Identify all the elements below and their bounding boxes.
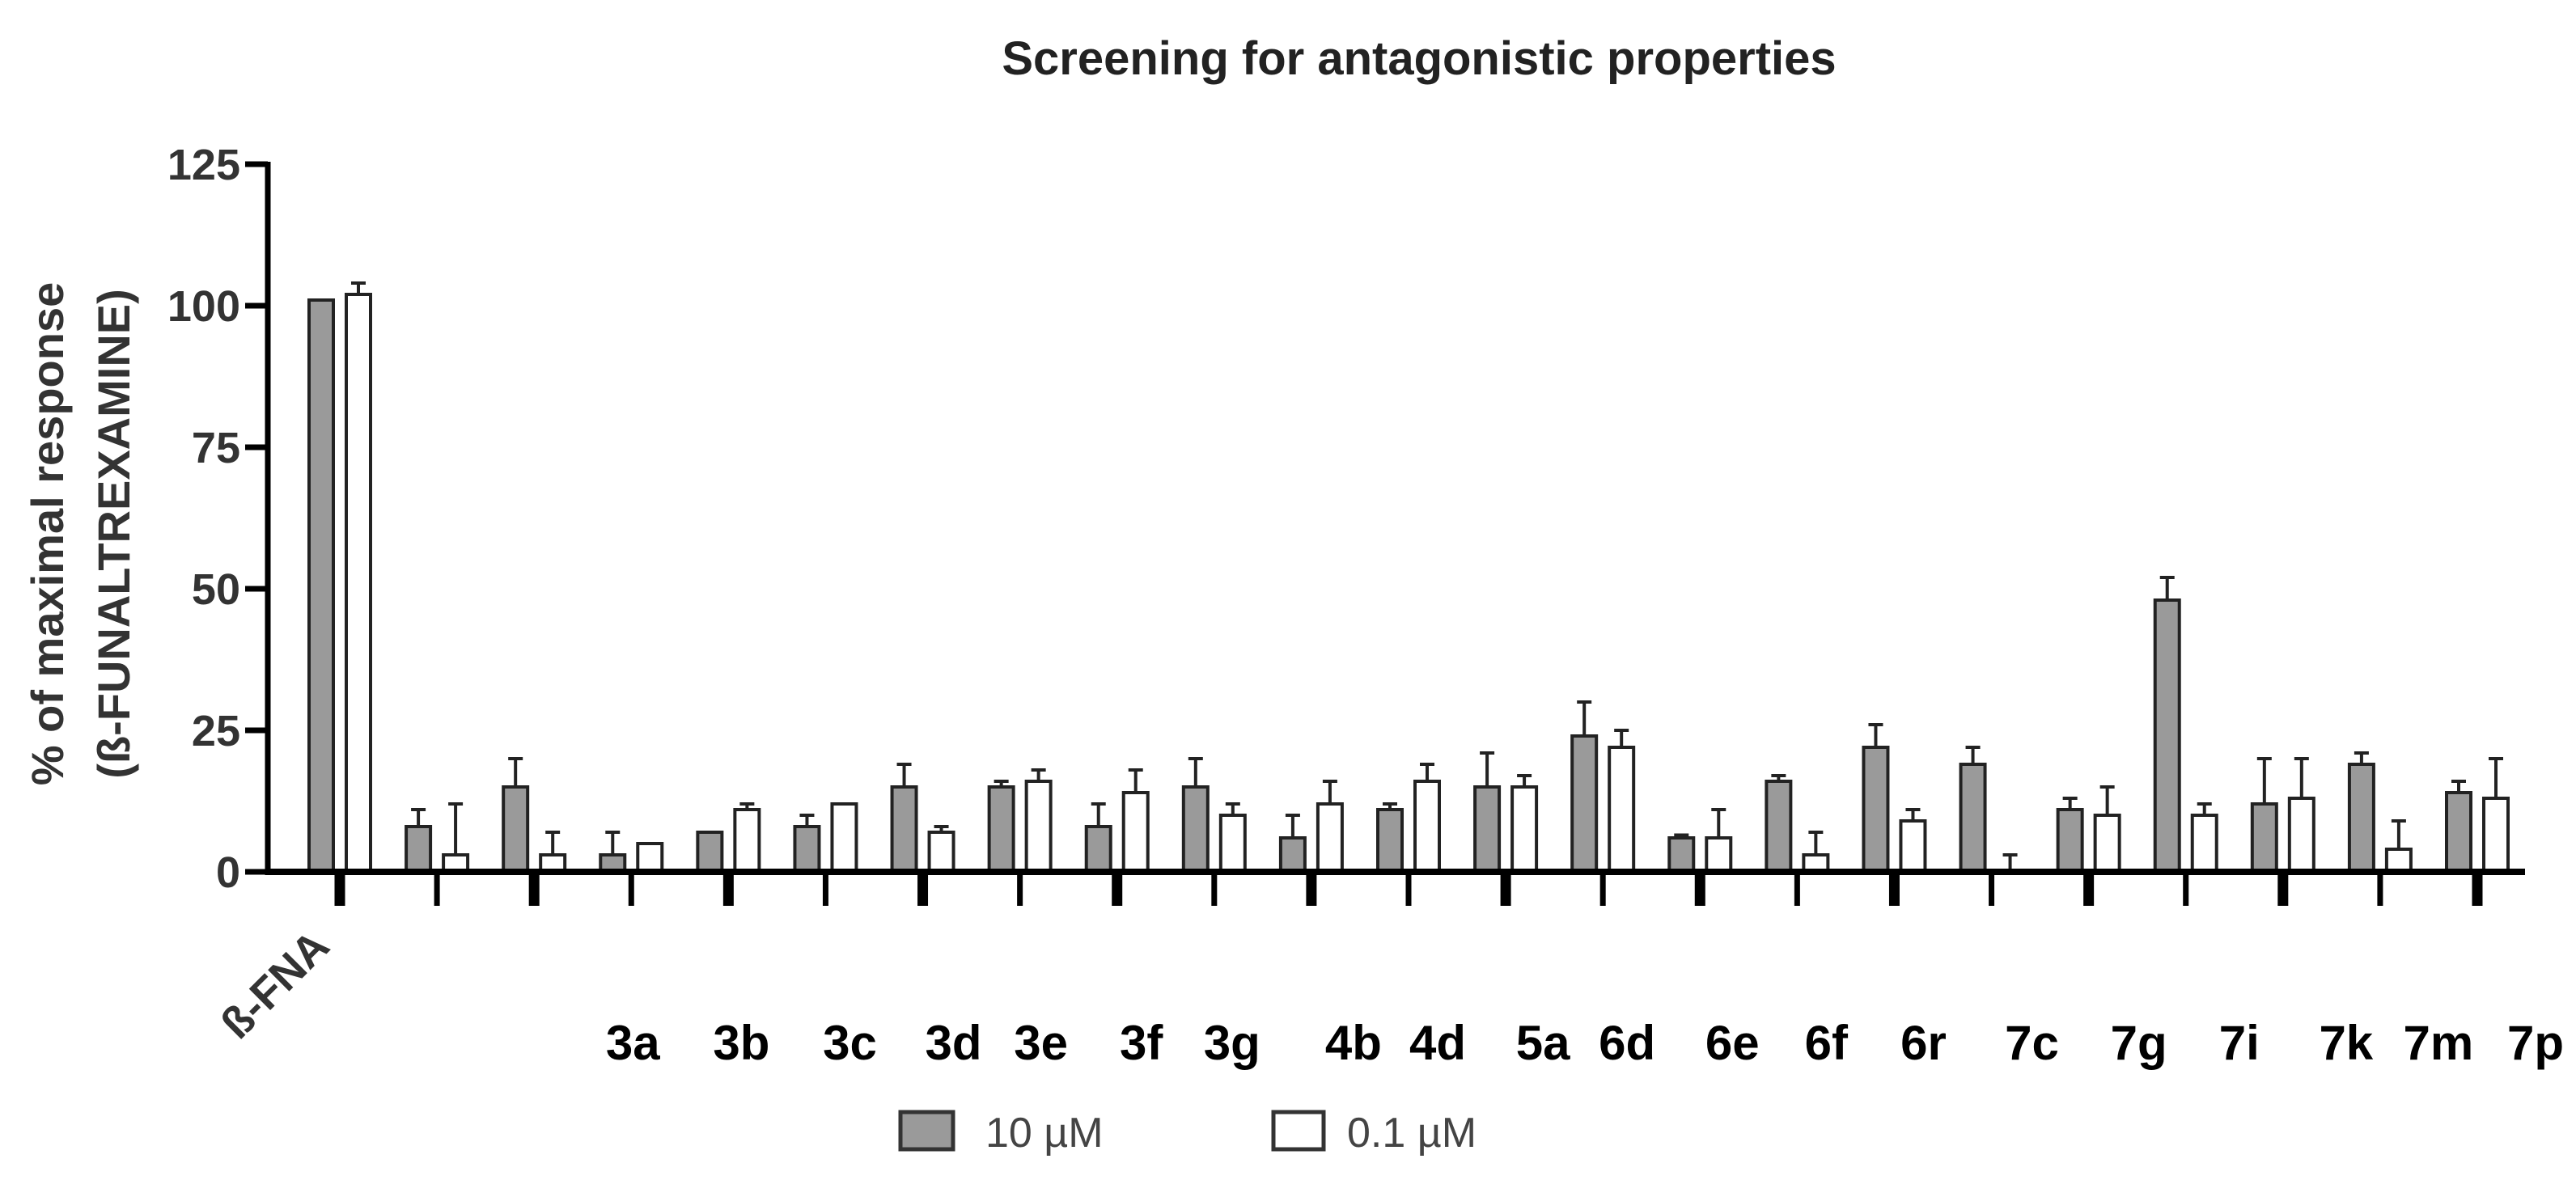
chart-title: Screening for antagonistic properties — [1002, 32, 1836, 85]
category-label: 3c — [823, 1016, 877, 1070]
bar-0.1uM — [927, 831, 955, 873]
legend: 10 µM 0.1 µM — [898, 1110, 1477, 1157]
category-label: 3g — [1204, 1016, 1260, 1070]
category-label: 6d — [1599, 1016, 1655, 1070]
category-label: ß-FNA — [212, 921, 339, 1048]
bar-10uM — [1570, 734, 1599, 873]
x-axis — [265, 869, 2525, 906]
y-tick-label: 50 — [192, 565, 240, 614]
bar-0.1uM — [345, 293, 372, 873]
y-tick-label: 100 — [167, 282, 240, 331]
bar-0.1uM — [1316, 802, 1344, 873]
category-label: 3d — [926, 1016, 982, 1070]
bar-0.1uM — [733, 808, 761, 873]
category-label: 7k — [2319, 1016, 2373, 1070]
bar-10uM — [2153, 598, 2181, 873]
bar-0.1uM — [2482, 797, 2510, 873]
bar-10uM — [987, 785, 1015, 873]
y-axis-label-line2: (ß-FUNALTREXAMINE) — [88, 289, 139, 779]
bar-10uM — [890, 785, 918, 873]
category-label: 3f — [1120, 1016, 1163, 1070]
bar-10uM — [696, 831, 724, 873]
category-label: 5a — [1516, 1016, 1570, 1070]
y-tick-label: 25 — [192, 707, 240, 755]
category-label: 7g — [2111, 1016, 2167, 1070]
bar-10uM — [1667, 836, 1696, 873]
bar-0.1uM — [830, 802, 858, 873]
bar-10uM — [2347, 763, 2375, 873]
legend-swatch-10uM — [898, 1110, 955, 1152]
bar-10uM — [1376, 808, 1404, 873]
legend-label-10uM: 10 µM — [985, 1110, 1104, 1157]
y-tick-label: 75 — [192, 424, 240, 472]
category-label: 3a — [606, 1016, 660, 1070]
bar-0.1uM — [1705, 836, 1733, 873]
category-label: 3b — [713, 1016, 769, 1070]
category-label: 6f — [1805, 1016, 1849, 1070]
category-label: 7p — [2507, 1016, 2564, 1070]
bar-10uM — [1765, 780, 1793, 873]
y-tick-label: 125 — [167, 141, 240, 189]
bar-10uM — [1181, 785, 1210, 873]
bar-10uM — [1959, 763, 1987, 873]
bar-0.1uM — [2093, 814, 2121, 873]
category-label: 6r — [1900, 1016, 1947, 1070]
category-labels: ß-FNA 3a 3b 3c 3d 3e 3f 3g 4b 4d 5a 6d 6e 6f 6r 7c 7g 7i 7… — [212, 921, 2564, 1070]
bar-10uM — [1862, 746, 1890, 873]
y-axis: 0 25 50 75 100 125 — [167, 141, 271, 897]
y-axis-label-line1: % of maximal response — [22, 282, 73, 785]
bar-0.1uM — [1218, 814, 1247, 873]
bar-10uM — [405, 825, 433, 873]
bar-10uM — [2250, 802, 2278, 873]
category-label: 7c — [2005, 1016, 2059, 1070]
bar-10uM — [1473, 785, 1502, 873]
bar-10uM — [793, 825, 821, 873]
category-label: 4d — [1409, 1016, 1466, 1070]
bar-10uM — [502, 785, 530, 873]
bar-10uM — [1084, 825, 1112, 873]
bar-0.1uM — [2384, 848, 2413, 873]
category-label: 6e — [1705, 1016, 1760, 1070]
category-label: 4b — [1325, 1016, 1382, 1070]
category-label: 3e — [1014, 1016, 1068, 1070]
bar-0.1uM — [1608, 746, 1636, 873]
bar-0.1uM — [1121, 791, 1150, 873]
bar-10uM — [307, 298, 335, 873]
category-label: 7m — [2404, 1016, 2474, 1070]
legend-label-0.1uM: 0.1 µM — [1347, 1110, 1477, 1157]
bar-10uM — [1278, 836, 1307, 873]
bar-10uM — [2445, 791, 2472, 873]
bar-0.1uM — [1024, 780, 1053, 873]
bar-0.1uM — [2190, 814, 2218, 873]
bar-0.1uM — [1413, 780, 1441, 873]
bar-0.1uM — [2287, 797, 2315, 873]
bar-0.1uM — [1899, 819, 1927, 873]
bar-10uM — [2056, 808, 2084, 873]
legend-swatch-0.1uM — [1271, 1110, 1326, 1152]
bar-0.1uM — [636, 842, 664, 873]
category-label: 7i — [2219, 1016, 2260, 1070]
y-tick-label: 0 — [216, 848, 240, 897]
bar-0.1uM — [1510, 785, 1539, 873]
bars — [307, 281, 2510, 873]
